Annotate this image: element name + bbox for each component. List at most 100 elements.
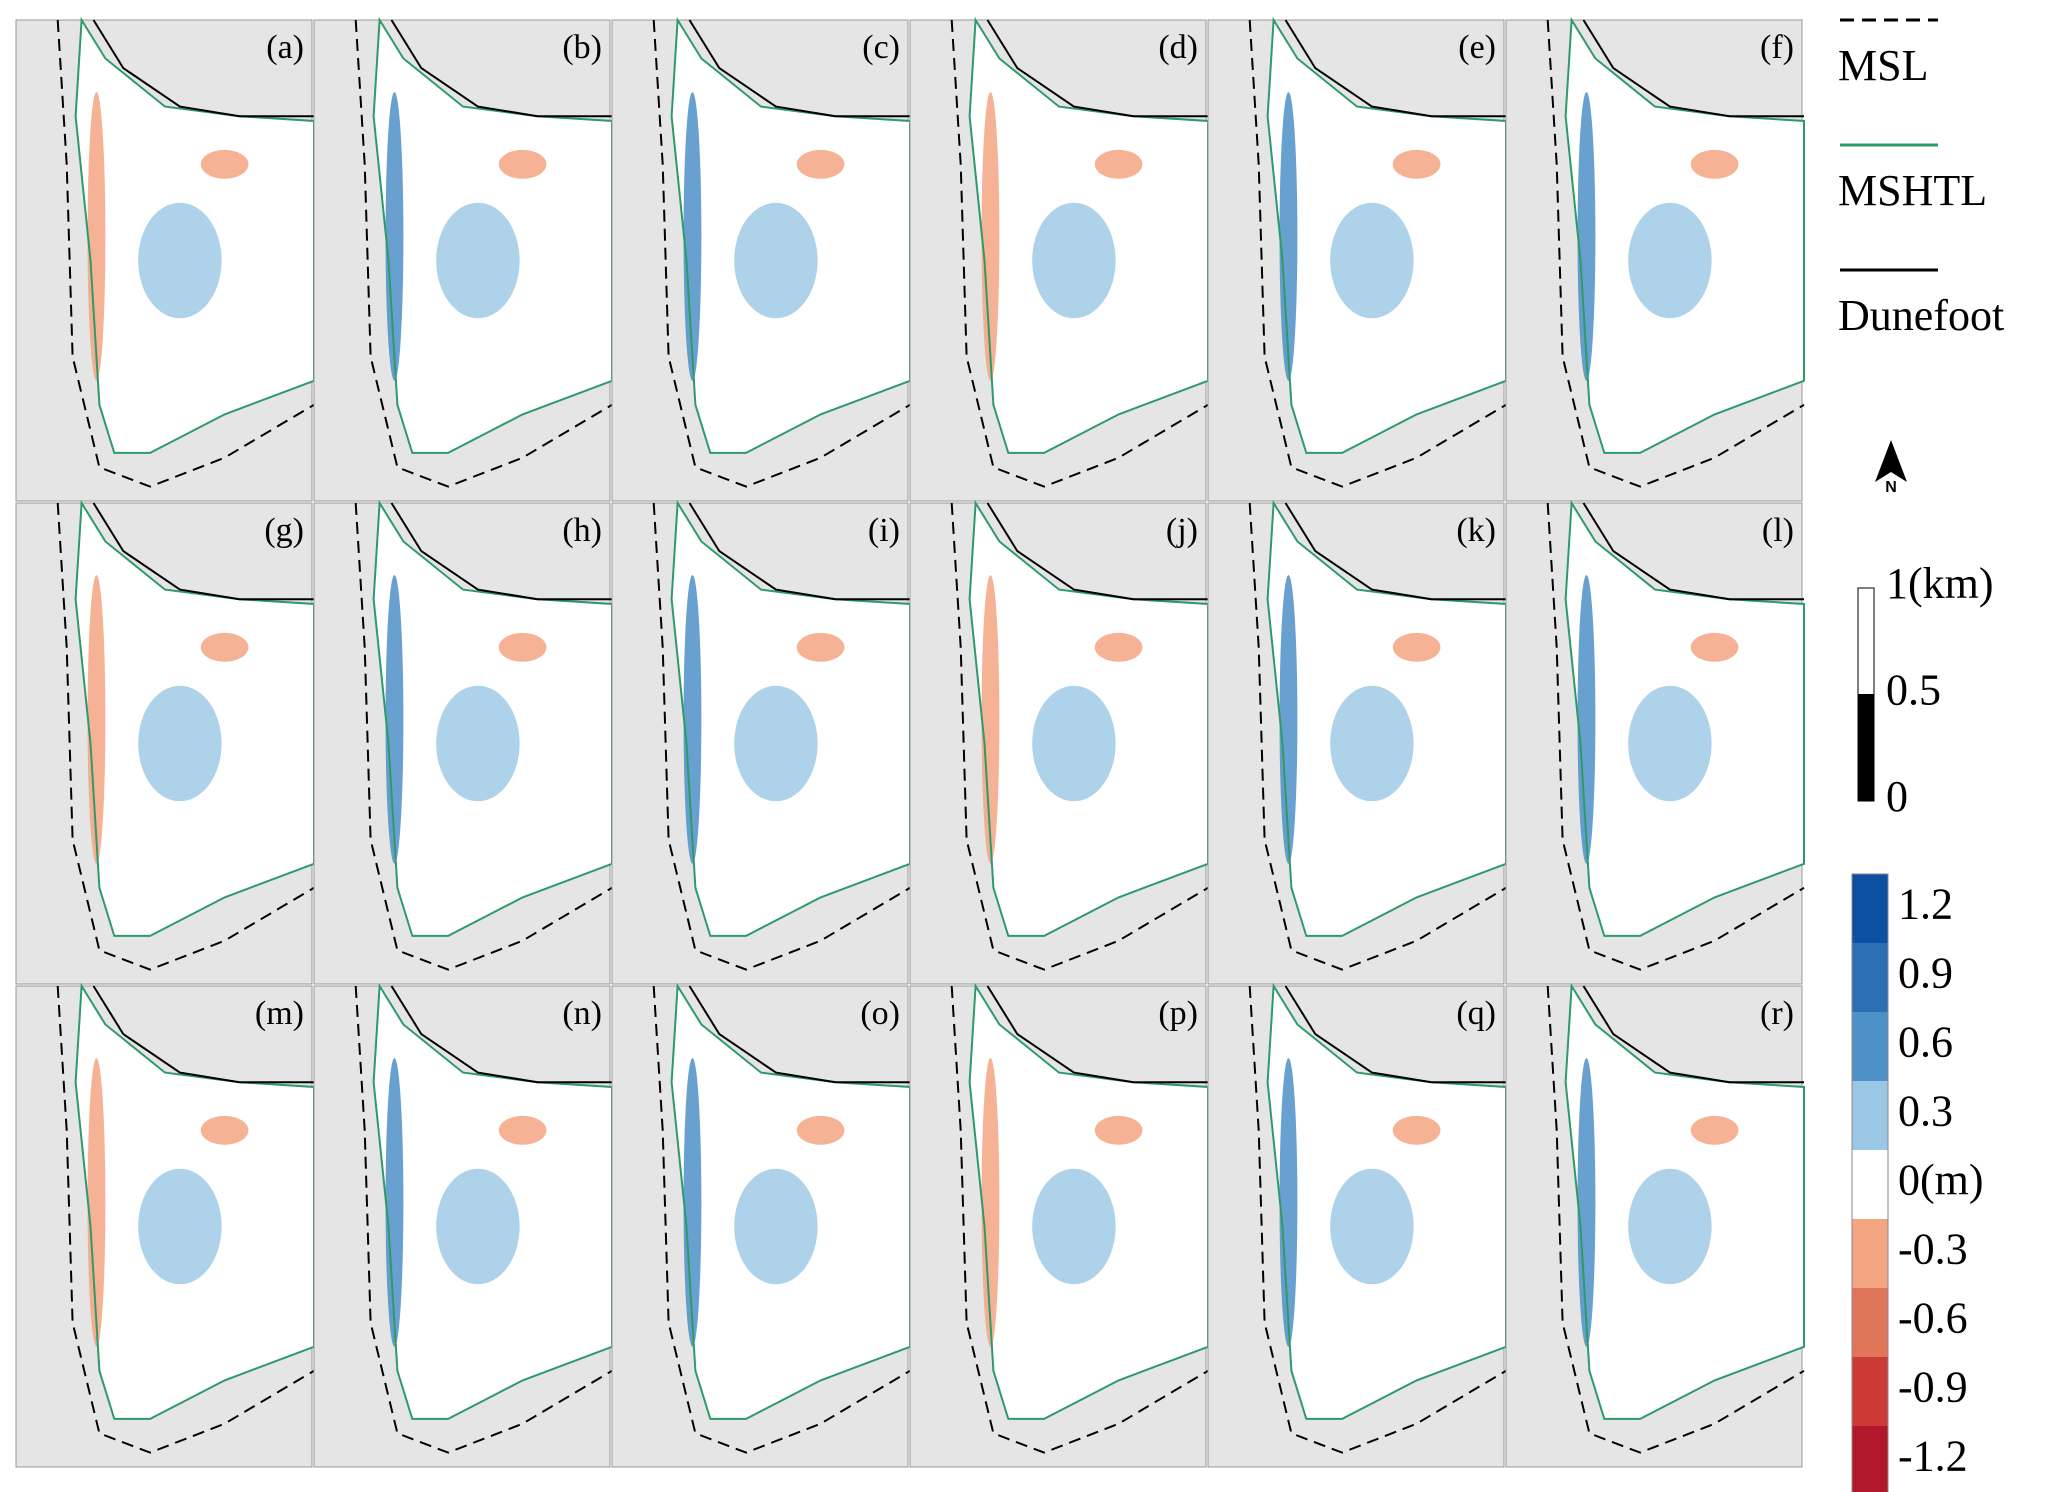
change-patch (1279, 92, 1298, 381)
mshtl-contour (1564, 499, 1805, 937)
mshtl-contour (670, 16, 911, 454)
change-patch (1392, 1115, 1441, 1145)
change-patch (200, 632, 249, 662)
dunefoot-contour (688, 19, 910, 118)
panel-label: (c) (862, 29, 900, 66)
colorbar-bin (1852, 943, 1888, 1012)
dunefoot-contour (1284, 502, 1506, 601)
dunefoot-contour (390, 19, 612, 118)
map-panel: (k) (1207, 499, 1507, 985)
msl-contour (354, 502, 613, 971)
change-patch (1330, 685, 1414, 802)
change-patch (1690, 149, 1739, 179)
change-patch (796, 149, 845, 179)
colorbar-bin (1852, 1012, 1888, 1081)
colorbar-label: -0.6 (1898, 1294, 1968, 1343)
mshtl-contour (74, 16, 315, 454)
change-patch (1577, 575, 1596, 864)
map-panel: (p) (909, 982, 1209, 1468)
change-patch (385, 1058, 404, 1347)
panel-label: (r) (1760, 995, 1794, 1032)
legend-label: MSHTL (1838, 166, 1987, 215)
panel-label: (i) (868, 512, 900, 549)
change-patch (385, 575, 404, 864)
change-patch (498, 632, 547, 662)
colorbar-bin (1852, 1081, 1888, 1150)
map-panel: (r) (1505, 982, 1805, 1468)
map-panel: (f) (1505, 16, 1805, 502)
change-patch (734, 202, 818, 319)
dunefoot-contour (986, 985, 1208, 1084)
map-panel: (a) (15, 16, 315, 502)
mshtl-contour (372, 499, 613, 937)
colorbar: 1.2 0.9 0.6 0.3 0(m) -0.3 -0.6 -0.9 -1.2 (1851, 873, 1984, 1492)
change-patch (1392, 632, 1441, 662)
msl-contour (1546, 985, 1805, 1454)
change-patch (87, 92, 106, 381)
colorbar-bin (1852, 874, 1888, 943)
change-patch (1628, 1168, 1712, 1285)
change-patch (498, 1115, 547, 1145)
panel-label: (n) (562, 995, 602, 1032)
dunefoot-contour (1284, 19, 1506, 118)
north-label: N (1885, 479, 1897, 496)
dunefoot-contour (1284, 985, 1506, 1084)
map-panel: (i) (611, 499, 911, 985)
panel-label: (k) (1456, 512, 1496, 549)
mshtl-contour (1564, 16, 1805, 454)
msl-contour (1546, 19, 1805, 488)
scale-label: 0.5 (1886, 666, 1941, 715)
dunefoot-contour (390, 985, 612, 1084)
map-panel: (q) (1207, 982, 1507, 1468)
msl-contour (1546, 502, 1805, 971)
colorbar-bin (1852, 1150, 1888, 1219)
msl-contour (354, 19, 613, 488)
dunefoot-contour (688, 502, 910, 601)
change-patch (1094, 632, 1143, 662)
map-panel: (j) (909, 499, 1209, 985)
msl-contour (950, 985, 1209, 1454)
msl-contour (56, 19, 315, 488)
msl-contour (1248, 502, 1507, 971)
colorbar-label: -1.2 (1898, 1432, 1968, 1481)
dunefoot-contour (92, 19, 314, 118)
mshtl-contour (1266, 982, 1507, 1420)
panel-label: (q) (1456, 995, 1496, 1032)
map-panel: (h) (313, 499, 613, 985)
msl-contour (1248, 19, 1507, 488)
panel-label: (p) (1158, 995, 1198, 1032)
scale-segment (1857, 587, 1875, 695)
msl-contour (950, 502, 1209, 971)
colorbar-label: 0.9 (1898, 949, 1953, 998)
panel-label: (e) (1458, 29, 1496, 66)
colorbar-label: -0.9 (1898, 1363, 1968, 1412)
change-patch (683, 92, 702, 381)
change-patch (1690, 1115, 1739, 1145)
change-patch (981, 1058, 1000, 1347)
change-patch (683, 575, 702, 864)
mshtl-contour (670, 499, 911, 937)
panel-grid: (a) (b) (c) (d) (e) (f) (g) (h) (i) (j) (k) (l) (m) (… (15, 16, 1805, 1468)
change-patch (138, 1168, 222, 1285)
change-patch (436, 202, 520, 319)
panel-label: (l) (1762, 512, 1794, 549)
msl-contour (1248, 985, 1507, 1454)
mshtl-contour (74, 982, 315, 1420)
change-patch (498, 149, 547, 179)
change-patch (683, 1058, 702, 1347)
panel-label: (d) (1158, 29, 1198, 66)
panel-label: (h) (562, 512, 602, 549)
mshtl-contour (968, 982, 1209, 1420)
msl-contour (354, 985, 613, 1454)
scale-bar: 0 0.5 1(km) (1857, 559, 1994, 821)
change-patch (1032, 1168, 1116, 1285)
colorbar-label: 0.6 (1898, 1018, 1953, 1067)
map-panel: (d) (909, 16, 1209, 502)
mshtl-contour (968, 16, 1209, 454)
change-patch (1032, 202, 1116, 319)
dunefoot-contour (1582, 19, 1804, 118)
legend-label: MSL (1838, 41, 1928, 90)
dunefoot-contour (688, 985, 910, 1084)
change-patch (1032, 685, 1116, 802)
